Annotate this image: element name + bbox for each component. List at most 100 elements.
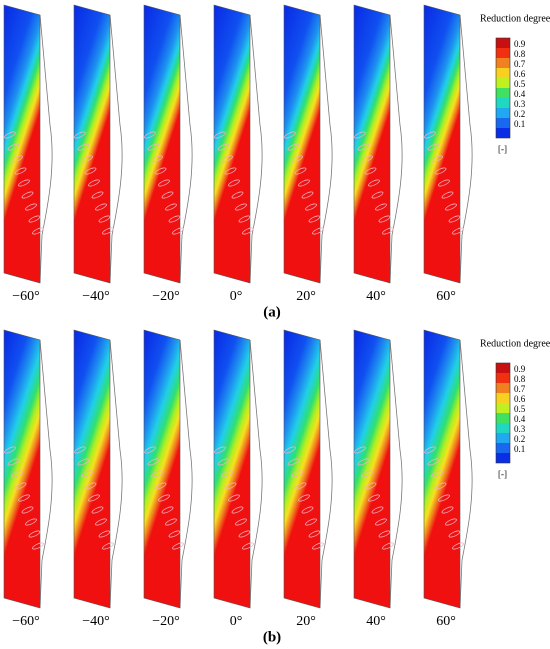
angle-label: 0° xyxy=(230,614,243,629)
particle-trace xyxy=(368,179,380,187)
particle-trace xyxy=(154,482,167,490)
particle-trace xyxy=(11,155,23,163)
particle-trace xyxy=(172,542,184,550)
contour-fill xyxy=(423,329,461,609)
particle-trace xyxy=(357,458,370,466)
particle-trace xyxy=(301,191,314,199)
colorbar-swatch xyxy=(496,373,510,383)
colorbar-tick-label: 0.3 xyxy=(514,99,526,109)
duct-outline xyxy=(319,339,333,609)
colorbar-tick-label: 0.9 xyxy=(514,39,526,49)
contour-plot xyxy=(143,329,193,609)
particle-trace xyxy=(91,506,104,514)
particle-trace xyxy=(81,155,93,163)
colorbar-frame xyxy=(495,37,511,139)
particle-trace xyxy=(294,167,307,175)
particle-trace xyxy=(32,227,44,235)
particle-trace xyxy=(242,542,254,550)
particle-trace xyxy=(231,191,244,199)
contour-plot xyxy=(283,4,333,284)
duct-outline xyxy=(389,339,403,609)
duct-outline xyxy=(319,14,333,284)
particle-trace xyxy=(84,167,97,175)
contour-plot xyxy=(283,329,333,609)
particle-trace xyxy=(168,215,181,223)
particle-trace xyxy=(294,482,307,490)
particle-trace xyxy=(25,203,37,211)
colorbar-title: Reduction degree xyxy=(480,13,550,24)
contour-fill xyxy=(213,4,251,284)
particle-trace xyxy=(158,494,170,502)
particle-trace xyxy=(364,482,377,490)
colorbar-tick-label: 0.1 xyxy=(514,444,525,454)
particle-trace xyxy=(172,227,184,235)
colorbar-unit: [-] xyxy=(498,469,507,479)
particle-trace xyxy=(235,203,247,211)
particle-trace xyxy=(32,542,44,550)
contour-plot xyxy=(143,4,193,284)
colorbar-swatch xyxy=(496,393,510,403)
particle-trace xyxy=(214,446,226,454)
angle-label: −20° xyxy=(152,614,180,629)
particle-trace xyxy=(151,155,163,163)
colorbar-tick-label: 0.6 xyxy=(514,394,526,404)
particle-trace xyxy=(88,494,100,502)
particle-trace xyxy=(214,131,226,139)
colorbar-swatch xyxy=(496,453,510,463)
colorbar-swatch xyxy=(496,68,510,78)
particle-trace xyxy=(77,458,90,466)
angle-label: −20° xyxy=(152,289,180,304)
particle-trace xyxy=(165,203,177,211)
particle-trace xyxy=(21,506,34,514)
particle-trace xyxy=(308,530,321,538)
particle-trace xyxy=(25,518,37,526)
particle-trace xyxy=(375,518,387,526)
colorbar-swatch xyxy=(496,118,510,128)
particle-trace xyxy=(424,131,436,139)
colorbar-swatch xyxy=(496,433,510,443)
colorbar-tick-label: 0.2 xyxy=(514,434,525,444)
particle-trace xyxy=(238,215,251,223)
particle-trace xyxy=(382,542,394,550)
duct-outline xyxy=(109,339,123,609)
particle-trace xyxy=(431,155,443,163)
contour-fill xyxy=(353,4,391,284)
particle-trace xyxy=(427,143,440,151)
colorbar-swatch xyxy=(496,413,510,423)
particle-trace xyxy=(231,506,244,514)
particle-trace xyxy=(368,494,380,502)
particle-trace xyxy=(98,215,111,223)
particle-trace xyxy=(88,179,100,187)
particle-trace xyxy=(441,506,454,514)
particle-trace xyxy=(4,131,16,139)
colorbar-swatch xyxy=(496,443,510,453)
particle-trace xyxy=(224,167,237,175)
particle-trace xyxy=(354,446,366,454)
particle-trace xyxy=(382,227,394,235)
particle-trace xyxy=(354,131,366,139)
colorbar-tick-label: 0.9 xyxy=(514,364,526,374)
particle-trace xyxy=(308,215,321,223)
colorbar-swatch xyxy=(496,383,510,393)
colorbar-tick-label: 0.8 xyxy=(514,49,526,59)
particle-trace xyxy=(291,155,303,163)
particle-trace xyxy=(95,203,107,211)
particle-trace xyxy=(438,179,450,187)
particle-trace xyxy=(21,191,34,199)
colorbar-tick-label: 0.2 xyxy=(514,109,525,119)
particle-trace xyxy=(158,179,170,187)
particle-trace xyxy=(364,167,377,175)
contour-fill xyxy=(73,4,111,284)
duct-outline xyxy=(179,14,193,284)
contour-plot xyxy=(73,329,123,609)
colorbar-swatch xyxy=(496,363,510,373)
contour-fill xyxy=(73,329,111,609)
particle-trace xyxy=(11,470,23,478)
particle-trace xyxy=(74,131,86,139)
contour-plot xyxy=(423,329,473,609)
angle-label: 40° xyxy=(366,614,386,629)
particle-trace xyxy=(161,191,174,199)
contour-plot xyxy=(3,4,53,284)
particle-trace xyxy=(14,167,27,175)
particle-trace xyxy=(161,506,174,514)
